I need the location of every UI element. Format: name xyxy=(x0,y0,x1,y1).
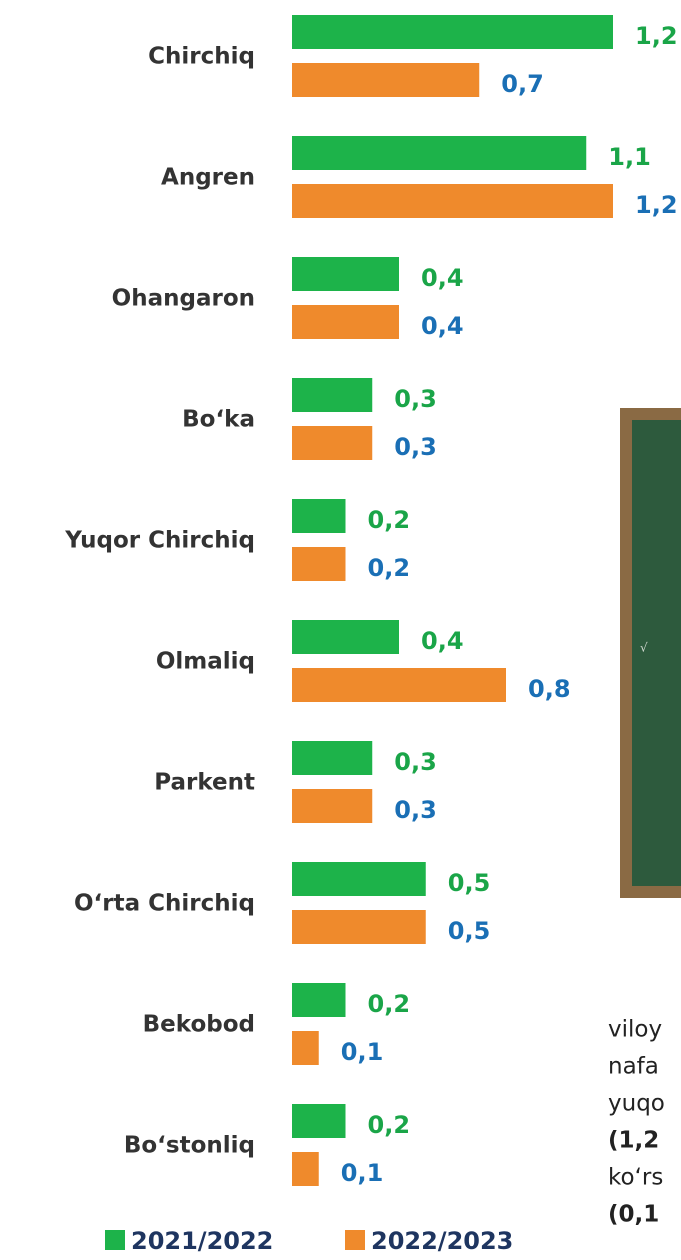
side-text: (1,2 xyxy=(608,1128,659,1154)
category-label: Bo‘ka xyxy=(182,407,255,433)
bar xyxy=(292,741,373,775)
side-text: viloy xyxy=(608,1017,662,1043)
value-label: 0,5 xyxy=(448,869,491,897)
value-label: 0,4 xyxy=(421,264,464,292)
value-label: 0,8 xyxy=(528,675,571,703)
value-label: 0,3 xyxy=(394,385,437,413)
category-label: O‘rta Chirchiq xyxy=(74,891,255,917)
value-label: 0,3 xyxy=(394,796,437,824)
svg-text:√: √ xyxy=(640,641,648,655)
category-label: Yuqor Chirchiq xyxy=(64,528,255,554)
value-label: 1,2 xyxy=(635,22,678,50)
category-label: Olmaliq xyxy=(156,649,255,675)
bar xyxy=(292,983,346,1017)
bar xyxy=(292,910,426,944)
bar xyxy=(292,620,399,654)
chalkboard: √ xyxy=(620,408,681,898)
bar xyxy=(292,426,373,460)
bar xyxy=(292,789,373,823)
bar xyxy=(292,63,480,97)
bar xyxy=(292,547,346,581)
bar xyxy=(292,15,613,49)
value-label: 1,1 xyxy=(608,143,651,171)
value-label: 1,2 xyxy=(635,191,678,219)
value-label: 0,3 xyxy=(394,433,437,461)
value-label: 0,2 xyxy=(368,990,411,1018)
legend-label: 2021/2022 xyxy=(131,1227,273,1255)
bar xyxy=(292,305,399,339)
side-text: yuqo xyxy=(608,1091,665,1117)
value-label: 0,4 xyxy=(421,627,464,655)
side-text: (0,1 xyxy=(608,1202,659,1228)
legend-label: 2022/2023 xyxy=(371,1227,513,1255)
bar xyxy=(292,378,373,412)
bar xyxy=(292,1152,319,1186)
side-text: ko‘rs xyxy=(608,1165,663,1191)
category-label: Bekobod xyxy=(143,1012,255,1038)
category-label: Angren xyxy=(161,165,255,191)
legend-swatch xyxy=(345,1230,365,1250)
bar xyxy=(292,257,399,291)
side-text: nafa xyxy=(608,1054,659,1080)
bar xyxy=(292,862,426,896)
value-label: 0,2 xyxy=(368,506,411,534)
value-label: 0,1 xyxy=(341,1038,384,1066)
bar xyxy=(292,136,587,170)
category-label: Chirchiq xyxy=(148,44,255,70)
value-label: 0,4 xyxy=(421,312,464,340)
category-label: Parkent xyxy=(154,770,255,796)
value-label: 0,2 xyxy=(368,554,411,582)
value-label: 0,2 xyxy=(368,1111,411,1139)
value-label: 0,5 xyxy=(448,917,491,945)
value-label: 0,1 xyxy=(341,1159,384,1187)
category-label: Bo‘stonliq xyxy=(124,1133,255,1159)
legend-swatch xyxy=(105,1230,125,1250)
value-label: 0,7 xyxy=(501,70,544,98)
bar xyxy=(292,499,346,533)
bar xyxy=(292,1104,346,1138)
value-label: 0,3 xyxy=(394,748,437,776)
bar xyxy=(292,1031,319,1065)
bar xyxy=(292,184,613,218)
bar xyxy=(292,668,506,702)
category-label: Ohangaron xyxy=(112,286,255,312)
